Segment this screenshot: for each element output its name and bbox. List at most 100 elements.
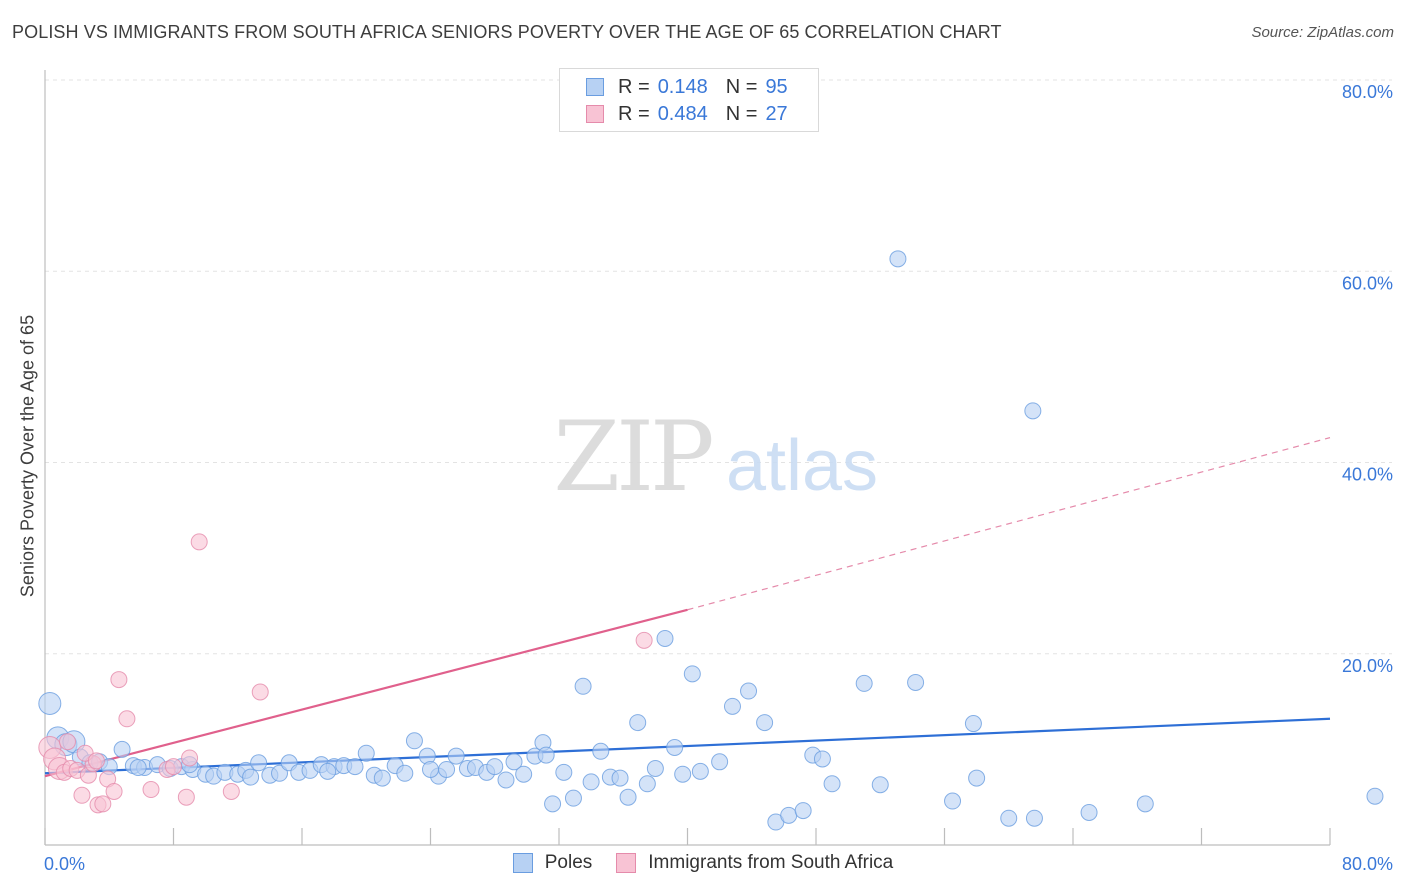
poles-point <box>242 768 260 786</box>
immigrants-swatch <box>586 105 604 123</box>
poles-n-label: N = <box>725 75 758 98</box>
poles-point <box>756 714 774 732</box>
chart-title: POLISH VS IMMIGRANTS FROM SOUTH AFRICA S… <box>12 22 1002 42</box>
poles-point <box>611 769 629 787</box>
legend-poles-label: Poles <box>544 852 593 873</box>
poles-point <box>691 762 709 780</box>
watermark-zip: ZIP <box>553 401 712 513</box>
immigrants-r-label: R = <box>618 102 650 125</box>
x-tick-label: 0.0% <box>44 854 85 874</box>
poles-point <box>656 629 674 647</box>
immigrants-r-value: 0.484 <box>657 102 708 125</box>
data-points <box>38 250 1384 831</box>
poles-point <box>396 764 414 782</box>
immigrants-point <box>110 671 128 689</box>
poles-point <box>871 776 889 794</box>
poles-point <box>666 738 684 756</box>
poles-point <box>346 758 364 776</box>
poles-point <box>889 250 907 268</box>
immigrants-point <box>165 758 182 776</box>
y-tick-label: 40.0% <box>1342 465 1393 485</box>
y-tick-label: 20.0% <box>1342 656 1393 676</box>
immigrants-n-label: N = <box>725 102 758 125</box>
poles-point <box>619 788 637 806</box>
legend-immigrants-label: Immigrants from South Africa <box>648 852 894 873</box>
y-tick-label: 80.0% <box>1342 82 1393 102</box>
poles-point <box>711 753 729 771</box>
immigrants-point <box>177 788 195 806</box>
immigrants-point <box>58 733 76 751</box>
poles-point <box>497 771 515 789</box>
immigrants-point <box>118 710 136 728</box>
poles-point <box>515 765 533 783</box>
poles-point <box>1366 787 1384 805</box>
poles-swatch <box>586 78 604 96</box>
stats-row-poles: R = 0.148 N = 95 <box>586 74 788 100</box>
poles-point <box>1025 809 1043 827</box>
poles-point <box>574 677 592 695</box>
stats-row-immigrants: R = 0.484 N = 27 <box>586 101 788 127</box>
immigrants-point <box>251 683 269 701</box>
poles-point <box>740 682 758 700</box>
poles-point <box>373 769 391 787</box>
poles-point <box>855 674 873 692</box>
poles-point <box>486 758 504 776</box>
poles-point <box>1024 402 1042 420</box>
series-legend: Poles Immigrants from South Africa <box>0 852 1406 874</box>
poles-point <box>447 747 465 765</box>
poles-point <box>683 665 701 683</box>
legend-poles-swatch <box>512 853 533 873</box>
tick-labels: 20.0% 40.0% 60.0% 80.0% 0.0% 80.0% <box>44 82 1393 874</box>
gridlines <box>45 79 1392 655</box>
poles-point <box>780 806 798 824</box>
poles-point <box>823 775 841 793</box>
poles-point <box>629 714 647 732</box>
legend-item-poles[interactable]: Poles <box>512 852 593 874</box>
immigrants-point <box>73 786 91 804</box>
immigrants-point <box>181 749 199 767</box>
poles-point <box>544 795 562 813</box>
y-tick-label: 60.0% <box>1342 273 1393 293</box>
poles-point <box>537 746 555 764</box>
poles-point <box>38 691 62 715</box>
poles-point <box>271 764 289 782</box>
poles-point <box>723 697 741 715</box>
immigrants-point <box>87 752 105 770</box>
immigrants-trend-extension <box>687 437 1331 611</box>
poles-point <box>794 802 812 820</box>
poles-point <box>968 769 986 787</box>
poles-point <box>964 715 982 733</box>
poles-point <box>319 762 337 780</box>
immigrants-point <box>94 795 112 813</box>
legend-immigrants-swatch <box>616 853 637 873</box>
immigrants-point <box>222 782 240 800</box>
poles-n-value: 95 <box>765 75 788 98</box>
poles-point <box>438 760 456 778</box>
watermark: ZIP atlas <box>553 401 878 513</box>
poles-point <box>1080 803 1098 821</box>
poles-point <box>813 750 831 768</box>
immigrants-point <box>635 631 653 649</box>
poles-point <box>357 744 375 762</box>
immigrants-point <box>190 533 208 551</box>
poles-point <box>592 742 610 760</box>
immigrants-point <box>142 781 160 799</box>
x-tick-label: 80.0% <box>1342 854 1393 874</box>
poles-point <box>505 753 523 771</box>
poles-point <box>564 789 582 807</box>
poles-point <box>1136 795 1154 813</box>
immigrants-point <box>105 782 123 800</box>
poles-point <box>582 773 600 791</box>
legend-item-immigrants[interactable]: Immigrants from South Africa <box>616 852 893 874</box>
poles-point <box>129 759 147 777</box>
poles-point <box>113 740 131 758</box>
poles-r-label: R = <box>618 75 650 98</box>
source-label: Source: ZipAtlas.com <box>1251 24 1394 41</box>
stats-legend: R = 0.148 N = 95 R = 0.484 N = 27 <box>559 68 819 132</box>
poles-r-value: 0.148 <box>657 75 708 98</box>
poles-point <box>422 760 439 778</box>
immigrants-trend-line <box>44 608 688 778</box>
poles-point <box>638 775 656 793</box>
watermark-atlas: atlas <box>726 426 878 506</box>
